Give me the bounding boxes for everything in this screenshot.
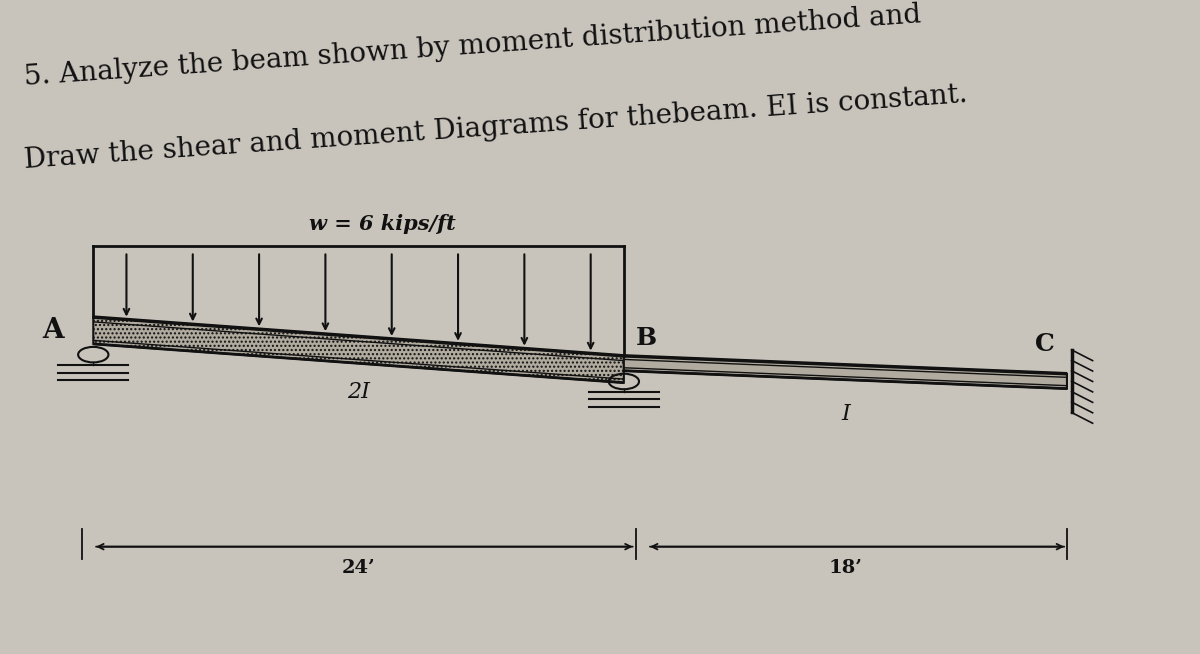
Text: Draw the shear and moment Diagrams for thebeam. EI is constant.: Draw the shear and moment Diagrams for t… <box>23 81 968 174</box>
Text: C: C <box>1036 332 1055 356</box>
Text: 24’: 24’ <box>342 559 376 577</box>
Text: 18’: 18’ <box>828 559 863 577</box>
Text: 2I: 2I <box>347 381 370 403</box>
Text: I: I <box>841 403 850 425</box>
Text: w = 6 kips/ft: w = 6 kips/ft <box>308 214 455 233</box>
Text: B: B <box>636 326 656 350</box>
Polygon shape <box>94 317 624 383</box>
Text: A: A <box>42 317 64 344</box>
Text: 5. Analyze the beam shown by moment distribution method and: 5. Analyze the beam shown by moment dist… <box>23 1 923 91</box>
Polygon shape <box>624 356 1067 388</box>
